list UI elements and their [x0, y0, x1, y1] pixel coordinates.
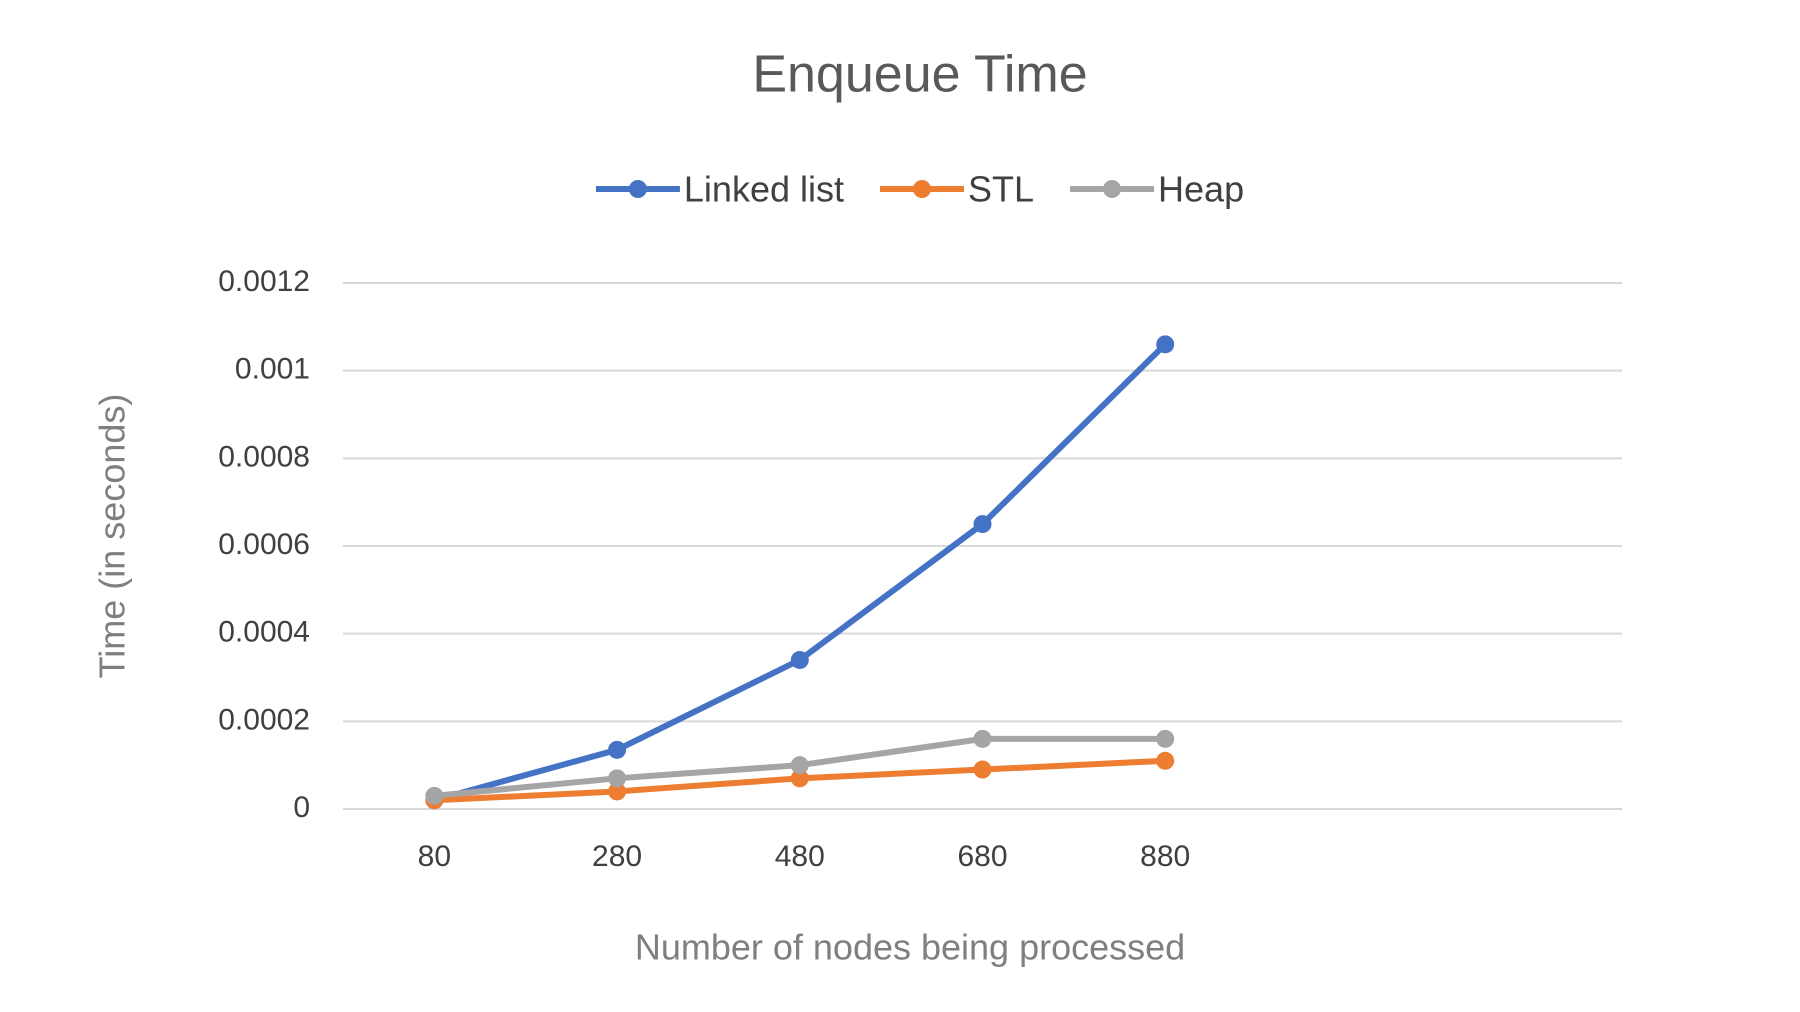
x-tick-label: 680 [957, 840, 1007, 873]
point-marker [790, 756, 809, 775]
point-marker [790, 769, 809, 788]
y-axis-title: Time (in seconds) [92, 394, 133, 679]
legend-marker [1103, 180, 1122, 198]
point-marker [608, 782, 627, 801]
point-marker [608, 769, 627, 788]
x-axis-title: Number of nodes being processed [635, 927, 1185, 968]
x-tick-label: 280 [592, 840, 642, 873]
x-tick-label: 80 [418, 840, 451, 873]
legend-item: Linked list [595, 169, 844, 210]
chart-title: Enqueue Time [752, 46, 1087, 104]
legend-marker [913, 180, 931, 198]
y-tick-label: 0.0004 [218, 616, 310, 649]
y-tick-label: 0.001 [235, 353, 310, 386]
point-marker [790, 650, 809, 669]
point-marker [973, 515, 992, 534]
legend-item: Heap [1070, 169, 1244, 210]
y-tick-label: 0.0008 [218, 440, 310, 473]
y-tick-label: 0.0012 [218, 265, 310, 298]
series-line [431, 341, 1169, 804]
y-tick-label: 0.0006 [218, 528, 310, 561]
legend-label: Linked list [684, 169, 844, 210]
point-marker [608, 740, 627, 759]
y-tick-label: 0 [293, 791, 310, 824]
y-tick-label: 0.0002 [218, 703, 310, 736]
point-marker [425, 786, 444, 805]
point-marker [973, 760, 992, 779]
legend-item: STL [880, 169, 1034, 210]
legend-label: Heap [1158, 169, 1244, 210]
legend-marker [628, 180, 647, 198]
point-marker [1156, 335, 1175, 354]
legend-label: STL [968, 169, 1034, 210]
point-marker [1156, 751, 1175, 770]
point-marker [973, 729, 992, 748]
x-tick-label: 480 [775, 840, 825, 873]
x-tick-label: 880 [1140, 840, 1190, 873]
point-marker [1156, 729, 1175, 748]
